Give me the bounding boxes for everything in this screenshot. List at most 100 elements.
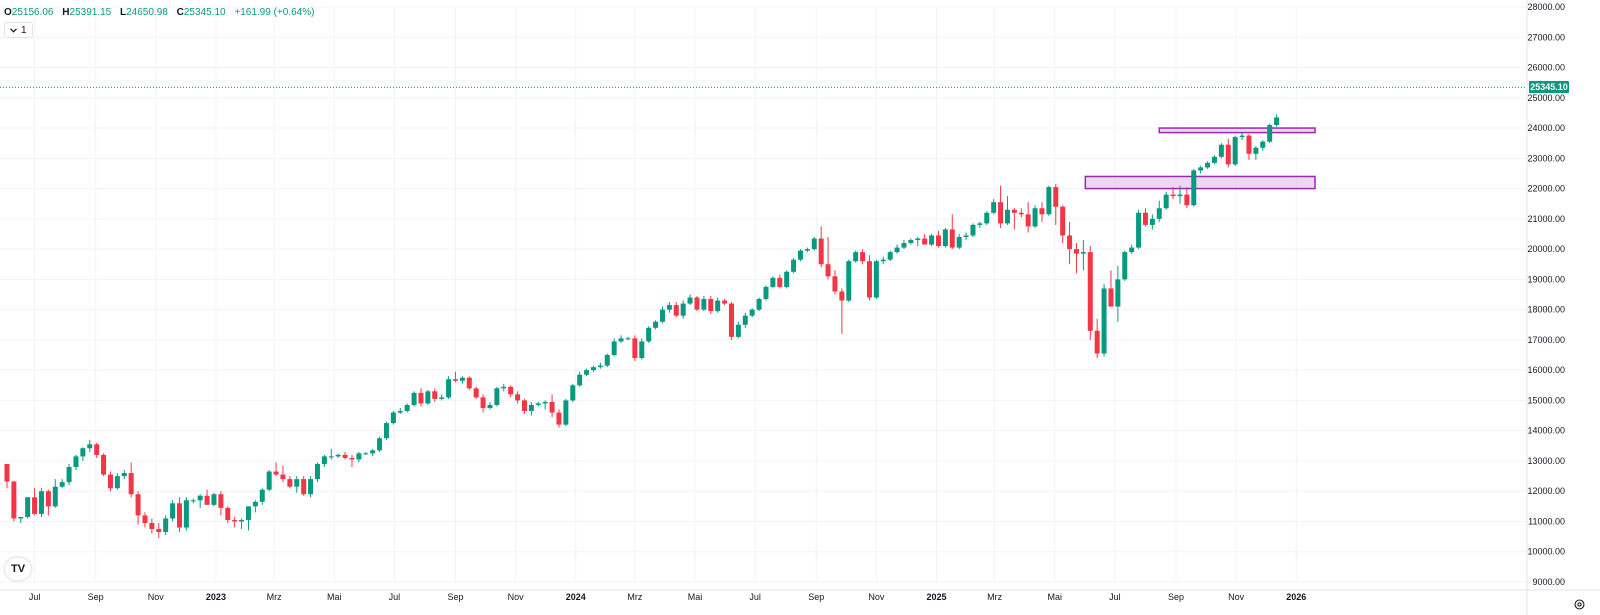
candle (1115, 265, 1121, 322)
candle-body (432, 391, 438, 399)
candle (59, 479, 65, 489)
candle-body (1205, 162, 1211, 168)
candle (929, 233, 935, 247)
interval-button[interactable]: 1 (4, 22, 33, 38)
candle-body (1025, 214, 1031, 227)
candle-body (1177, 194, 1183, 197)
candle-body (528, 404, 534, 412)
candle (521, 398, 527, 415)
candle (135, 491, 141, 525)
candle-body (1115, 279, 1121, 307)
candle (439, 394, 445, 401)
candle (1211, 155, 1217, 165)
candle-body (742, 315, 748, 325)
candle-body (653, 321, 659, 328)
candle (356, 451, 362, 463)
x-tick-label: 2025 (926, 592, 946, 602)
candle-body (301, 479, 307, 495)
candle-body (597, 365, 603, 368)
close-value: 25345.10 (183, 7, 226, 18)
candle (128, 462, 134, 498)
x-tick-label: Mai (327, 592, 342, 602)
candle-body (818, 238, 824, 265)
candle-body (1239, 135, 1245, 138)
candle-body (722, 300, 728, 304)
candle-body (59, 482, 65, 487)
candle-body (107, 474, 113, 489)
candle-body (494, 388, 500, 405)
candle (639, 338, 645, 360)
candle (66, 463, 72, 486)
candle-body (466, 377, 472, 389)
candle (252, 500, 258, 513)
candle-body (1094, 330, 1100, 354)
candle-body (784, 271, 790, 287)
y-axis[interactable]: 28000.00 27000.00 26000.00 25000.00 24000.00… (1526, 0, 1565, 615)
candle (32, 488, 38, 516)
candle-body (38, 491, 44, 514)
candle-body (963, 235, 969, 237)
x-tick-label: Sep (88, 592, 104, 602)
candle (52, 479, 58, 508)
x-tick-label: Mrz (627, 592, 642, 602)
candle (383, 421, 389, 440)
candle-body (701, 299, 707, 310)
candle (259, 488, 265, 505)
candle (404, 403, 410, 413)
candle (418, 388, 424, 407)
candle (411, 391, 417, 407)
candle (149, 518, 155, 534)
x-tick-label: Mai (688, 592, 703, 602)
candle (1032, 205, 1038, 228)
candle (280, 465, 286, 483)
grid-lines (0, 6, 1527, 583)
candle (1018, 208, 1024, 218)
candle-body (183, 500, 189, 528)
candle (1205, 161, 1211, 169)
candle (370, 448, 376, 457)
candle-body (1163, 194, 1169, 209)
candle-body (1067, 235, 1073, 250)
candle (901, 240, 907, 250)
candle (866, 255, 872, 301)
x-axis[interactable]: Jul Sep Nov 2023 Mrz Mai Jul Sep Nov 2024 Mrz Mai Ju… (0, 589, 1600, 602)
candle (1246, 134, 1252, 160)
y-tick-label: 12000.00 (1527, 486, 1565, 496)
candle (1004, 196, 1010, 225)
y-tick-label: 16000.00 (1527, 365, 1565, 375)
candle (1149, 214, 1155, 230)
candle-body (18, 516, 24, 519)
candle-body (1156, 208, 1162, 219)
candle-body (1211, 156, 1217, 163)
candle-body (1232, 137, 1238, 165)
candle (211, 492, 217, 507)
gear-icon[interactable] (1573, 598, 1586, 611)
y-tick-label: 26000.00 (1527, 63, 1565, 73)
candle (597, 362, 603, 369)
candle-body (4, 463, 10, 482)
candle-body (259, 489, 265, 502)
candle-body (873, 261, 879, 298)
candle (949, 214, 955, 250)
candle (832, 270, 838, 295)
tradingview-logo[interactable]: TV (5, 558, 31, 580)
candle (1191, 168, 1197, 207)
candle (225, 506, 231, 523)
candle-body (328, 456, 334, 458)
candle (942, 227, 948, 248)
candle (1129, 244, 1135, 254)
candle-body (411, 392, 417, 405)
candle (501, 383, 507, 392)
candle-body (1274, 117, 1280, 126)
candle (646, 326, 652, 343)
candle (294, 476, 300, 493)
candle (701, 296, 707, 312)
x-tick-label: Sep (447, 592, 463, 602)
candle (301, 476, 307, 496)
candle-body (473, 388, 479, 398)
candle-body (791, 259, 797, 272)
candle-body (894, 247, 900, 253)
candle-body (956, 237, 962, 248)
candle (984, 211, 990, 225)
